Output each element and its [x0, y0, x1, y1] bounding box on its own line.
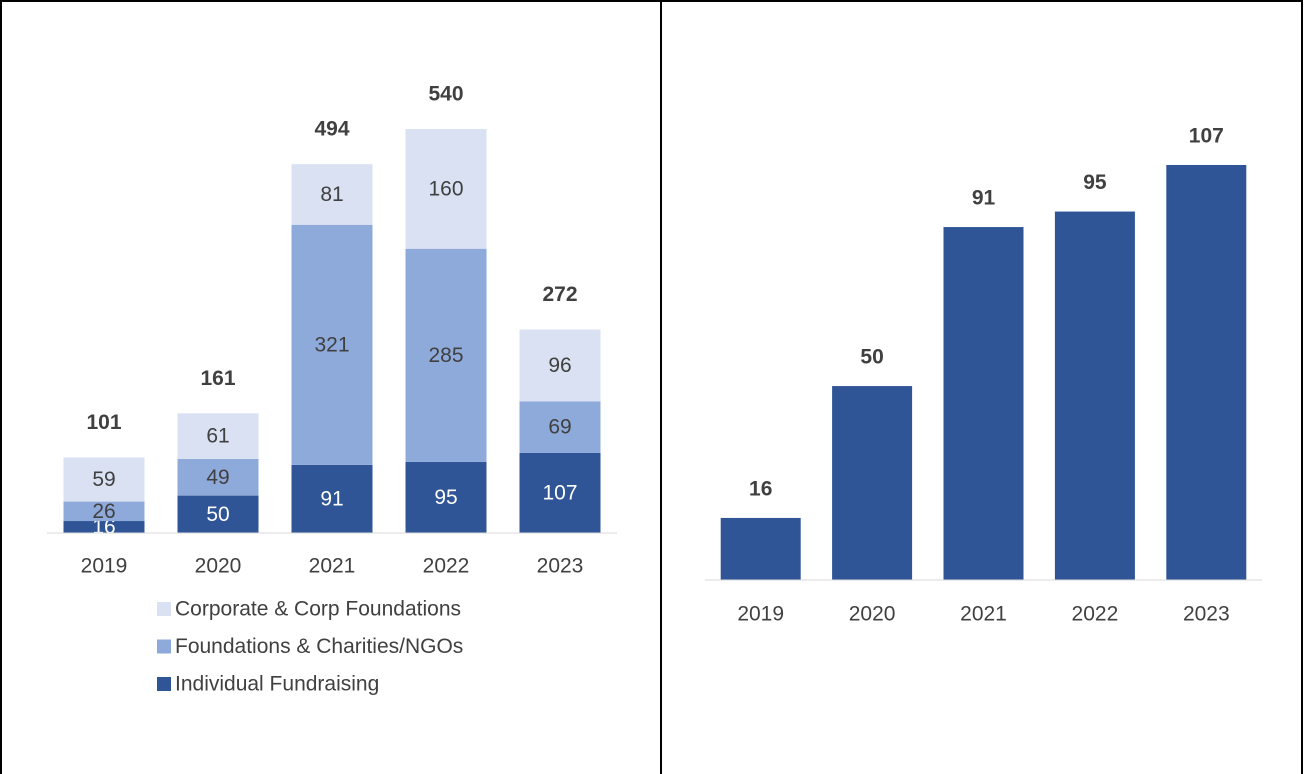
x-tick-label: 2021 — [960, 603, 1007, 626]
segment-label: 95 — [434, 486, 457, 509]
value-label: 16 — [749, 477, 772, 500]
bar-segment — [291, 464, 373, 533]
segment-label: 59 — [92, 468, 115, 491]
total-label: 494 — [314, 118, 349, 141]
legend-swatch — [157, 677, 171, 691]
segment-label: 321 — [314, 333, 349, 356]
total-label: 161 — [200, 367, 235, 390]
bar-segment — [63, 501, 145, 522]
segment-label: 26 — [92, 500, 115, 523]
total-label: 101 — [86, 411, 121, 434]
segment-label: 96 — [548, 354, 571, 377]
x-tick-label: 2019 — [81, 555, 128, 578]
bar-segment — [519, 329, 601, 402]
x-tick-label: 2019 — [737, 603, 784, 626]
bar-segment — [291, 164, 373, 225]
bar-segment — [63, 521, 145, 533]
bar-segment — [177, 495, 259, 533]
bar — [832, 386, 913, 580]
segment-label: 69 — [548, 416, 571, 439]
value-label: 95 — [1083, 171, 1107, 194]
bar — [1166, 165, 1247, 580]
bar-segment — [519, 401, 601, 453]
x-tick-label: 2023 — [537, 555, 584, 578]
bar-segment — [63, 457, 145, 502]
legend-label: Foundations & Charities/NGOs — [175, 635, 463, 658]
segment-label: 160 — [428, 177, 463, 200]
bar-segment — [405, 461, 487, 533]
x-tick-label: 2023 — [1183, 603, 1230, 626]
value-label: 107 — [1189, 125, 1224, 148]
segment-label: 61 — [206, 425, 229, 448]
bar — [720, 517, 801, 580]
x-tick-label: 2022 — [1072, 603, 1119, 626]
segment-label: 285 — [428, 344, 463, 367]
bar-segment — [519, 452, 601, 533]
x-tick-label: 2022 — [423, 555, 470, 578]
segment-label: 107 — [542, 482, 577, 505]
bar — [943, 227, 1024, 580]
x-tick-label: 2020 — [849, 603, 896, 626]
bar-segment — [405, 129, 487, 249]
x-tick-label: 2021 — [309, 555, 356, 578]
bar — [1054, 211, 1135, 580]
bar-segment — [291, 224, 373, 465]
legend-label: Individual Fundraising — [175, 673, 379, 696]
bar-segment — [177, 413, 259, 459]
x-tick-label: 2020 — [195, 555, 242, 578]
segment-label: 50 — [206, 503, 229, 526]
segment-label: 81 — [320, 183, 343, 206]
segment-label: 91 — [320, 488, 343, 511]
total-label: 272 — [542, 283, 577, 306]
legend-swatch — [157, 639, 171, 654]
segment-label: 49 — [206, 466, 229, 489]
total-label: 540 — [428, 83, 463, 106]
legend-label: Corporate & Corp Foundations — [175, 598, 461, 621]
value-label: 91 — [972, 187, 996, 210]
bar-segment — [405, 248, 487, 462]
bar-segment — [177, 458, 259, 496]
legend-swatch — [157, 602, 171, 616]
value-label: 50 — [860, 346, 883, 369]
